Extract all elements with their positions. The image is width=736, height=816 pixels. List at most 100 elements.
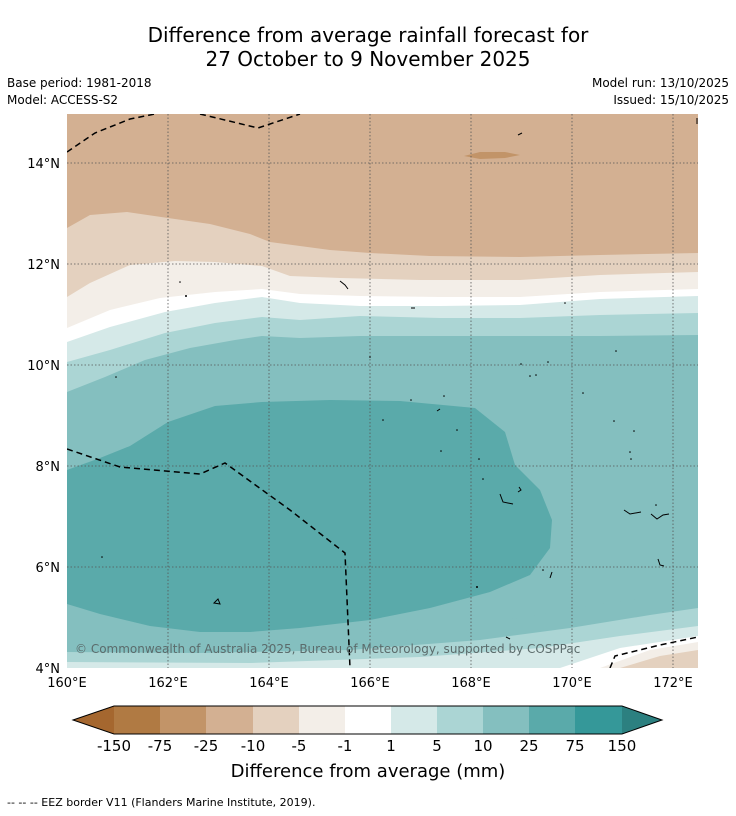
island-dot: [443, 395, 445, 397]
island-dot: [613, 420, 615, 422]
issued-date: Issued: 15/10/2025: [613, 93, 729, 107]
island-dot: [535, 374, 537, 376]
island-dot: [179, 281, 181, 283]
island-dot: [456, 429, 458, 431]
island-dot: [542, 569, 544, 571]
colorbar-label: -75: [147, 737, 173, 755]
island-dot: [478, 458, 480, 460]
colorbar-label: 1: [386, 737, 396, 755]
colorbar-swatch: [529, 706, 575, 734]
island-dot: [185, 295, 187, 297]
colorbar-swatch: [391, 706, 437, 734]
island-dot: [615, 350, 617, 352]
colorbar-swatch-lowest: [73, 706, 114, 734]
chart-title-line-2: 27 October to 9 November 2025: [205, 47, 531, 71]
x-tick-162e: 162°E: [148, 676, 188, 691]
colorbar-swatch: [299, 706, 345, 734]
island-dot: [482, 478, 484, 480]
y-tick-8n: 8°N: [36, 460, 61, 475]
island-dot: [629, 451, 631, 453]
island-dot: [369, 356, 371, 358]
island-dot: [476, 586, 478, 588]
colorbar-label: 10: [473, 737, 493, 755]
island-outline: [517, 486, 522, 493]
colorbar-label: -1: [337, 737, 353, 755]
y-axis-labels: 14°N 12°N 10°N 8°N 6°N 4°N: [27, 157, 60, 677]
colorbar-label: 150: [607, 737, 637, 755]
colorbar-swatch: [114, 706, 160, 734]
base-period: Base period: 1981-2018: [7, 76, 152, 90]
island-outline: [650, 513, 670, 520]
island-dot: [547, 361, 549, 363]
colorbar-label: 75: [565, 737, 585, 755]
colorbar-swatch: [575, 706, 622, 734]
model-run-date: Model run: 13/10/2025: [591, 76, 729, 90]
island-dot: [410, 399, 412, 401]
region-south-tan: [620, 650, 698, 668]
island-dot: [440, 450, 442, 452]
island-dot: [655, 504, 657, 506]
y-tick-4n: 4°N: [36, 662, 61, 677]
island-outline: [212, 598, 221, 605]
colorbar-swatch: [253, 706, 299, 734]
eez-footnote: -- -- -- EEZ border V11 (Flanders Marine…: [7, 796, 316, 809]
colorbar-swatch: [206, 706, 253, 734]
colorbar-label: 25: [519, 737, 539, 755]
island-outline: [623, 509, 642, 515]
eez-borders: [67, 114, 698, 668]
eez-border-central: [67, 448, 351, 668]
island-outline: [517, 132, 523, 136]
island-dot: [564, 302, 566, 304]
island-dot: [630, 458, 632, 460]
island-dot: [115, 376, 117, 378]
colorbar-label: -25: [193, 737, 219, 755]
y-tick-10n: 10°N: [27, 359, 60, 374]
island-outline: [549, 571, 553, 579]
island-dot: [520, 363, 522, 365]
colorbar-label: -10: [240, 737, 266, 755]
colorbar-swatch: [483, 706, 529, 734]
region-deep-teal: [67, 400, 552, 632]
island-dot: [382, 419, 384, 421]
x-tick-170e: 170°E: [552, 676, 592, 691]
island-dot: [101, 556, 103, 558]
islands: [212, 118, 698, 640]
colorbar-outline: [71, 705, 664, 735]
map-area: © Commonwealth of Australia 2025, Bureau…: [67, 114, 698, 668]
x-tick-164e: 164°E: [249, 676, 289, 691]
island-dot: [582, 392, 584, 394]
colorbar-swatch: [437, 706, 483, 734]
colorbar-label: -5: [291, 737, 307, 755]
x-tick-172e: 172°E: [653, 676, 693, 691]
colorbar-title: Difference from average (mm): [230, 761, 506, 782]
colorbar-label: -150: [96, 737, 132, 755]
colorbar-swatch-highest: [622, 706, 662, 734]
island-dot: [633, 430, 635, 432]
model-name: Model: ACCESS-S2: [7, 93, 119, 107]
y-tick-12n: 12°N: [27, 258, 60, 273]
small-island-dots: [101, 281, 657, 588]
y-tick-6n: 6°N: [36, 561, 61, 576]
copyright-notice: © Commonwealth of Australia 2025, Bureau…: [75, 642, 580, 656]
colorbar-label: 5: [432, 737, 442, 755]
island-outline: [436, 408, 441, 412]
island-outline: [657, 558, 665, 567]
colorbar-swatch: [345, 706, 391, 734]
x-tick-168e: 168°E: [451, 676, 491, 691]
region-brown-patch: [464, 152, 520, 159]
eez-border-north-west: [67, 114, 156, 153]
x-tick-166e: 166°E: [350, 676, 390, 691]
island-outline: [339, 280, 349, 290]
island-outline: [499, 493, 514, 505]
colorbar-swatch: [160, 706, 206, 734]
x-axis-labels: 160°E 162°E 164°E 166°E 168°E 170°E 172°…: [47, 676, 693, 691]
x-tick-160e: 160°E: [47, 676, 87, 691]
chart-title-line-1: Difference from average rainfall forecas…: [147, 23, 589, 47]
y-tick-14n: 14°N: [27, 157, 60, 172]
colorbar: [71, 705, 664, 735]
gridlines: [67, 114, 698, 668]
island-dot: [529, 375, 531, 377]
region-south-pale-teal: [67, 626, 698, 668]
island-outline: [505, 636, 511, 640]
